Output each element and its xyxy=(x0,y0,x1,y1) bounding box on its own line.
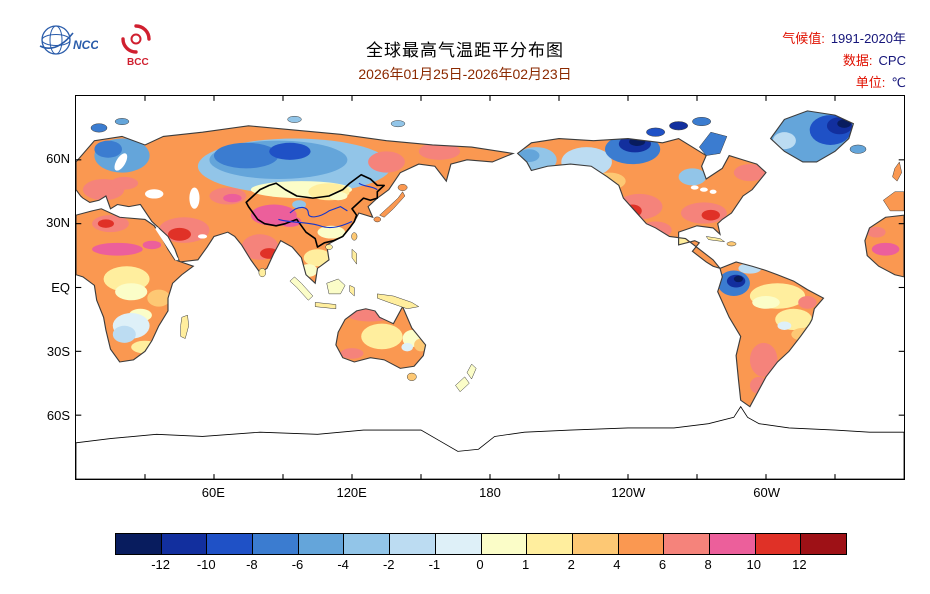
colorbar-cell xyxy=(708,534,755,554)
colorbar-tick-label: -12 xyxy=(151,557,171,572)
colorbar-tick-label: 6 xyxy=(658,557,667,572)
data-source-label: 数据: xyxy=(842,53,873,68)
colorbar-cell xyxy=(160,534,207,554)
anomaly-patches-africa xyxy=(92,215,171,354)
map-title: 全球最高气温距平分布图 xyxy=(366,41,564,60)
songhua-river xyxy=(359,183,377,189)
china-border xyxy=(246,175,384,247)
continent-africa xyxy=(76,207,195,364)
lon-tick-label: 60E xyxy=(201,485,225,500)
colorbar-cell xyxy=(206,534,253,554)
antarctica xyxy=(76,407,904,479)
greenland xyxy=(769,109,855,164)
colorbar-tick-label: 12 xyxy=(792,557,807,572)
lat-tick-label: EQ xyxy=(51,279,70,295)
lon-tick-label: 60W xyxy=(753,485,781,500)
continent-south-america xyxy=(716,260,825,408)
lon-tick-label: 120W xyxy=(611,485,646,500)
climatology-value: 1991-2020年 xyxy=(830,31,906,46)
colorbar-tick-label: -2 xyxy=(382,557,395,572)
lon-tick-label: 120E xyxy=(336,485,367,500)
world-map xyxy=(76,96,904,479)
unit-row: 单位: ℃ xyxy=(782,72,906,94)
colorbar-tick-label: -6 xyxy=(291,557,304,572)
ncc-logo: NCC xyxy=(39,25,98,55)
colorbar-cell xyxy=(343,534,390,554)
china-overlay xyxy=(246,175,384,247)
climatology-label: 气候值: xyxy=(782,31,825,46)
colorbar-cell xyxy=(252,534,298,554)
colorbar-cell xyxy=(663,534,709,554)
colorbar-cell xyxy=(526,534,572,554)
anomaly-patches-west-africa xyxy=(867,226,900,256)
lat-tick-label: 60S xyxy=(46,407,70,423)
axis-ticks xyxy=(76,96,904,479)
data-source-value: CPC xyxy=(878,53,906,68)
colorbar-labels: -12 -10 -8 -6 -4 -2 -1 0 1 2 4 6 8 10 12 xyxy=(115,557,845,573)
colorbar-cell xyxy=(389,534,435,554)
colorbar-tick-label: 10 xyxy=(746,557,761,572)
map-frame xyxy=(75,95,905,480)
colorbar-cell xyxy=(116,534,161,554)
unit-label: 单位: xyxy=(855,75,886,90)
colorbar-tick-label: 0 xyxy=(476,557,484,572)
date-range: 2026年01月25日-2026年02月23日 xyxy=(358,66,572,82)
colorbar-cell xyxy=(754,534,801,554)
colorbar-tick-label: 8 xyxy=(704,557,712,572)
colorbar-cell xyxy=(434,534,481,554)
unit-value: ℃ xyxy=(891,75,906,90)
colorbar-tick-label: -4 xyxy=(337,557,349,572)
lat-tick-label: 30N xyxy=(46,215,70,231)
colorbar-tick-label: 4 xyxy=(613,557,621,572)
lon-tick-label: 180 xyxy=(479,485,501,500)
climatology-row: 气候值: 1991-2020年 xyxy=(782,28,906,50)
yangtze-river xyxy=(278,219,352,227)
west-africa-wrap xyxy=(863,214,904,279)
colorbar-cell xyxy=(800,534,846,554)
anomaly-patches-north-america xyxy=(517,138,766,249)
bcc-logo-text: BCC xyxy=(127,57,149,68)
yellow-river xyxy=(290,207,348,217)
colorbar-cell xyxy=(617,534,664,554)
islands xyxy=(91,116,904,392)
lat-tick-label: 60N xyxy=(46,151,70,167)
continent-australia xyxy=(334,305,427,370)
colorbar-cell xyxy=(480,534,527,554)
anomaly-patches-south-america xyxy=(717,263,817,394)
meta-info: 气候值: 1991-2020年 数据: CPC 单位: ℃ xyxy=(782,28,906,94)
bcc-logo: BCC xyxy=(121,24,151,68)
colorbar-tick-label: -1 xyxy=(428,557,441,572)
ncc-logo-text: NCC xyxy=(73,38,98,52)
lat-tick-label: 30S xyxy=(46,343,70,359)
colorbar-cell xyxy=(571,534,618,554)
colorbar xyxy=(115,533,847,555)
colorbar-tick-label: -10 xyxy=(196,557,216,572)
inland-seas xyxy=(114,153,717,261)
colorbar-tick-label: 2 xyxy=(567,557,575,572)
colorbar-tick-label: 1 xyxy=(522,557,530,572)
colorbar-cell xyxy=(297,534,344,554)
logo-group: NCC BCC xyxy=(36,22,158,68)
data-source-row: 数据: CPC xyxy=(782,50,906,72)
colorbar-tick-label: -8 xyxy=(246,557,258,572)
continent-north-america xyxy=(516,137,768,270)
